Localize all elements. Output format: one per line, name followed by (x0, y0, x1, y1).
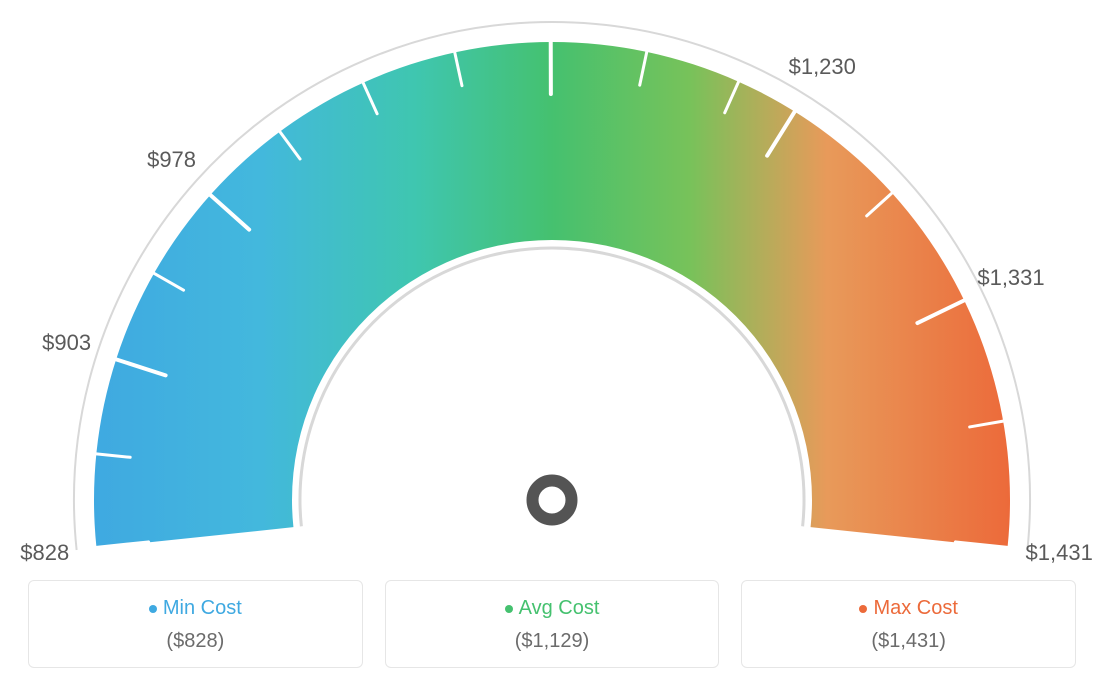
legend-title-min: Min Cost (149, 597, 242, 620)
gauge-tick-label: $903 (42, 330, 91, 356)
legend-card-min: Min Cost ($828) (28, 580, 363, 668)
legend-card-max: Max Cost ($1,431) (741, 580, 1076, 668)
legend-value-avg: ($1,129) (396, 630, 709, 653)
legend-title-max: Max Cost (859, 597, 957, 620)
legend-label-max: Max Cost (873, 597, 957, 620)
legend-card-avg: Avg Cost ($1,129) (385, 580, 720, 668)
legend-value-min: ($828) (39, 630, 352, 653)
legend-label-avg: Avg Cost (519, 597, 600, 620)
gauge-tick-label: $1,129 (517, 0, 584, 3)
gauge-tick-label: $828 (20, 540, 69, 566)
gauge-tick-label: $978 (147, 147, 196, 173)
legend-dot-max (859, 605, 867, 613)
legend-label-min: Min Cost (163, 597, 242, 620)
legend-dot-min (149, 605, 157, 613)
legend-row: Min Cost ($828) Avg Cost ($1,129) Max Co… (28, 580, 1076, 668)
legend-dot-avg (505, 605, 513, 613)
legend-title-avg: Avg Cost (505, 597, 600, 620)
gauge-tick-label: $1,431 (1026, 540, 1093, 566)
gauge-svg (0, 0, 1104, 560)
gauge-tick-label: $1,331 (977, 265, 1044, 291)
legend-value-max: ($1,431) (752, 630, 1065, 653)
gauge-tick-label: $1,230 (789, 54, 856, 80)
gauge-container: $828$903$978$1,129$1,230$1,331$1,431 (0, 0, 1104, 560)
